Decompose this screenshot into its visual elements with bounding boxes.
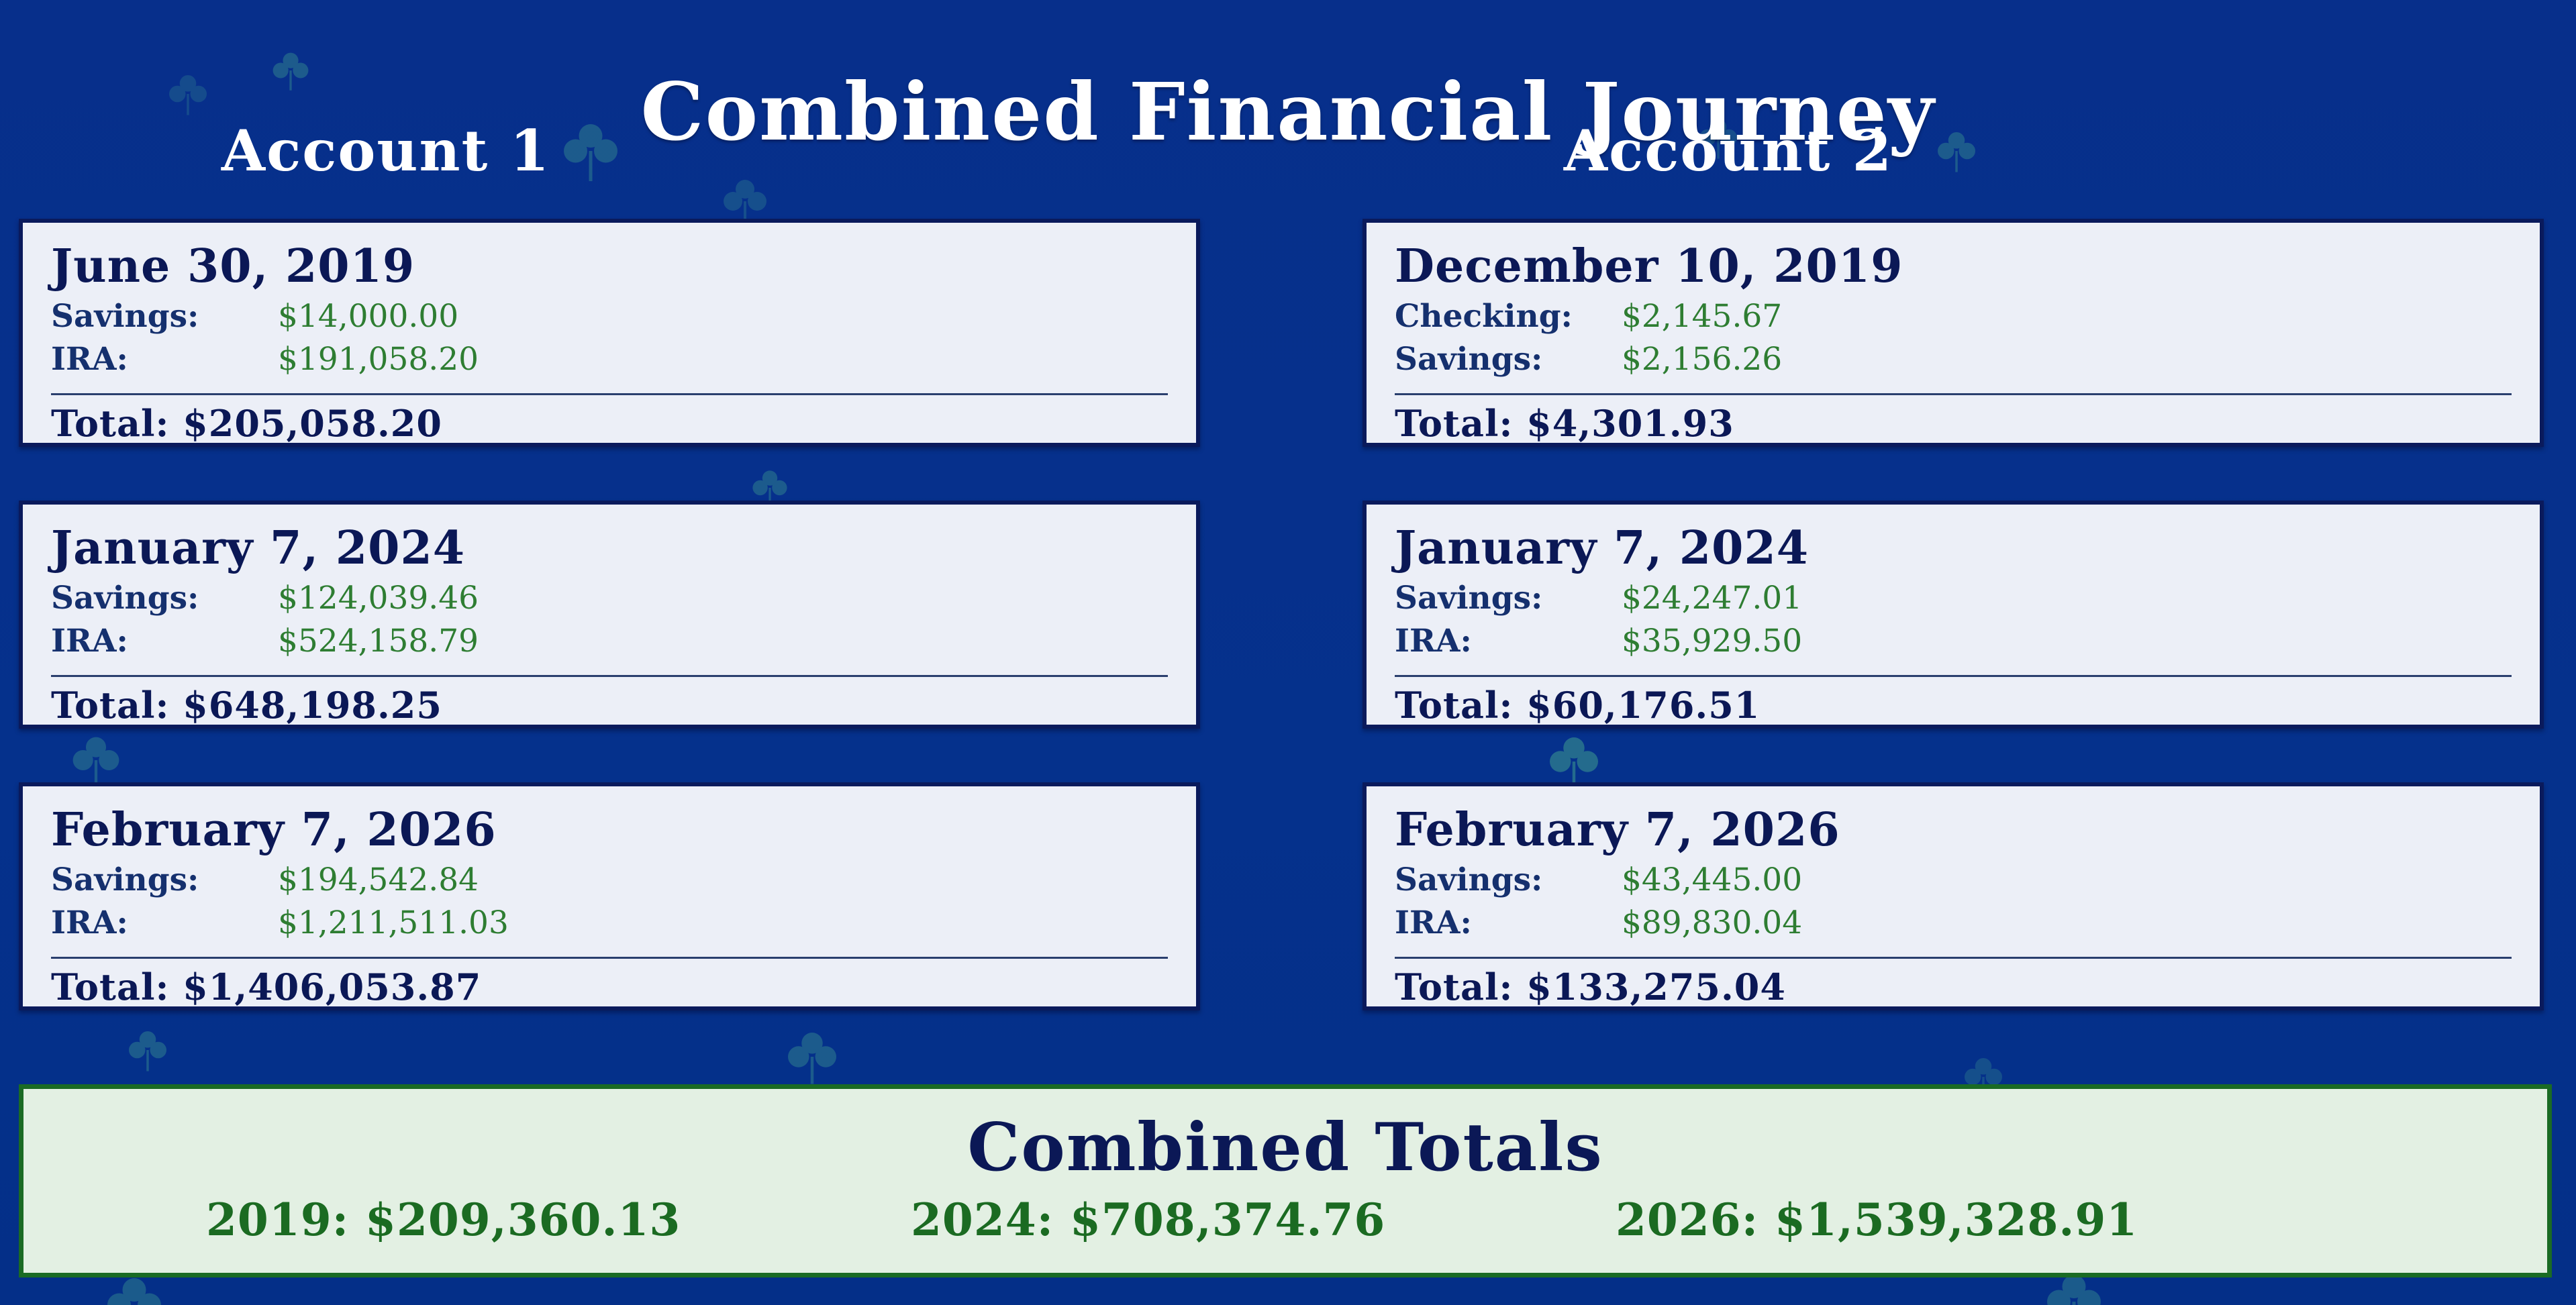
balance-label: IRA: — [1395, 904, 1472, 941]
balance-value: $1,211,511.03 — [278, 904, 509, 941]
combined-total-2019: 2019: $209,360.13 — [206, 1194, 681, 1246]
shamrock-icon — [748, 466, 791, 509]
snapshot-date: June 30, 2019 — [51, 240, 415, 293]
snapshot-date: February 7, 2026 — [1395, 803, 1840, 857]
account-2-heading: Account 2 — [1563, 117, 1893, 184]
combined-total-2026: 2026: $1,539,328.91 — [1616, 1194, 2138, 1246]
combined-totals-title: Combined Totals — [967, 1109, 1603, 1186]
account-1-snapshot-card: June 30, 2019 Savings: $14,000.00 IRA: $… — [19, 219, 1200, 447]
snapshot-date: February 7, 2026 — [51, 803, 497, 857]
account-2-snapshot-card: January 7, 2024 Savings: $24,247.01 IRA:… — [1363, 501, 2544, 729]
account-1-heading: Account 1 — [221, 117, 551, 184]
balance-label: IRA: — [51, 341, 128, 378]
balance-label: Savings: — [51, 862, 199, 898]
balance-value: $24,247.01 — [1622, 580, 1803, 617]
snapshot-total: Total: $648,198.25 — [51, 684, 442, 727]
shamrock-icon — [782, 1027, 842, 1087]
divider — [51, 957, 1168, 959]
combined-total-2024: 2024: $708,374.76 — [911, 1194, 1386, 1246]
divider — [1395, 675, 2512, 677]
divider — [51, 675, 1168, 677]
balance-value: $191,058.20 — [278, 341, 479, 378]
snapshot-total: Total: $60,176.51 — [1395, 684, 1761, 727]
balance-value: $2,156.26 — [1622, 341, 1783, 378]
divider — [51, 393, 1168, 395]
balance-value: $2,145.67 — [1622, 298, 1783, 335]
balance-value: $89,830.04 — [1622, 904, 1803, 941]
snapshot-date: December 10, 2019 — [1395, 240, 1903, 293]
snapshot-total: Total: $133,275.04 — [1395, 965, 1786, 1008]
balance-value: $14,000.00 — [278, 298, 459, 335]
shamrock-icon — [557, 117, 624, 185]
divider — [1395, 393, 2512, 395]
balance-value: $43,445.00 — [1622, 862, 1803, 898]
balance-label: IRA: — [51, 904, 128, 941]
account-1-snapshot-card: February 7, 2026 Savings: $194,542.84 IR… — [19, 782, 1200, 1010]
shamrock-icon — [2040, 1268, 2108, 1305]
shamrock-icon — [101, 1271, 168, 1305]
account-2-snapshot-card: February 7, 2026 Savings: $43,445.00 IRA… — [1363, 782, 2544, 1010]
combined-totals-panel: Combined Totals 2019: $209,360.13 2024: … — [19, 1084, 2552, 1277]
snapshot-total: Total: $1,406,053.87 — [51, 965, 482, 1008]
balance-label: Savings: — [1395, 580, 1543, 617]
page-title: Combined Financial Journey — [640, 65, 1936, 159]
balance-label: Savings: — [1395, 341, 1543, 378]
shamrock-icon — [67, 731, 125, 789]
balance-label: IRA: — [1395, 623, 1472, 660]
balance-label: Savings: — [51, 580, 199, 617]
balance-value: $524,158.79 — [278, 623, 479, 660]
balance-label: Checking: — [1395, 298, 1573, 335]
account-1-snapshot-card: January 7, 2024 Savings: $124,039.46 IRA… — [19, 501, 1200, 729]
snapshot-total: Total: $4,301.93 — [1395, 402, 1734, 445]
snapshot-date: January 7, 2024 — [51, 521, 466, 575]
balance-label: Savings: — [51, 298, 199, 335]
shamrock-icon — [718, 174, 772, 228]
snapshot-total: Total: $205,058.20 — [51, 402, 442, 445]
balance-value: $35,929.50 — [1622, 623, 1803, 660]
balance-value: $124,039.46 — [278, 580, 479, 617]
balance-value: $194,542.84 — [278, 862, 479, 898]
snapshot-date: January 7, 2024 — [1395, 521, 1810, 575]
shamrock-icon — [164, 70, 211, 117]
shamrock-icon — [1695, 114, 1742, 161]
balance-label: Savings: — [1395, 862, 1543, 898]
balance-label: IRA: — [51, 623, 128, 660]
shamrock-icon — [1933, 127, 1980, 174]
divider — [1395, 957, 2512, 959]
shamrock-icon — [268, 48, 313, 93]
shamrock-icon — [1544, 731, 1604, 792]
shamrock-icon — [124, 1027, 171, 1074]
account-2-snapshot-card: December 10, 2019 Checking: $2,145.67 Sa… — [1363, 219, 2544, 447]
